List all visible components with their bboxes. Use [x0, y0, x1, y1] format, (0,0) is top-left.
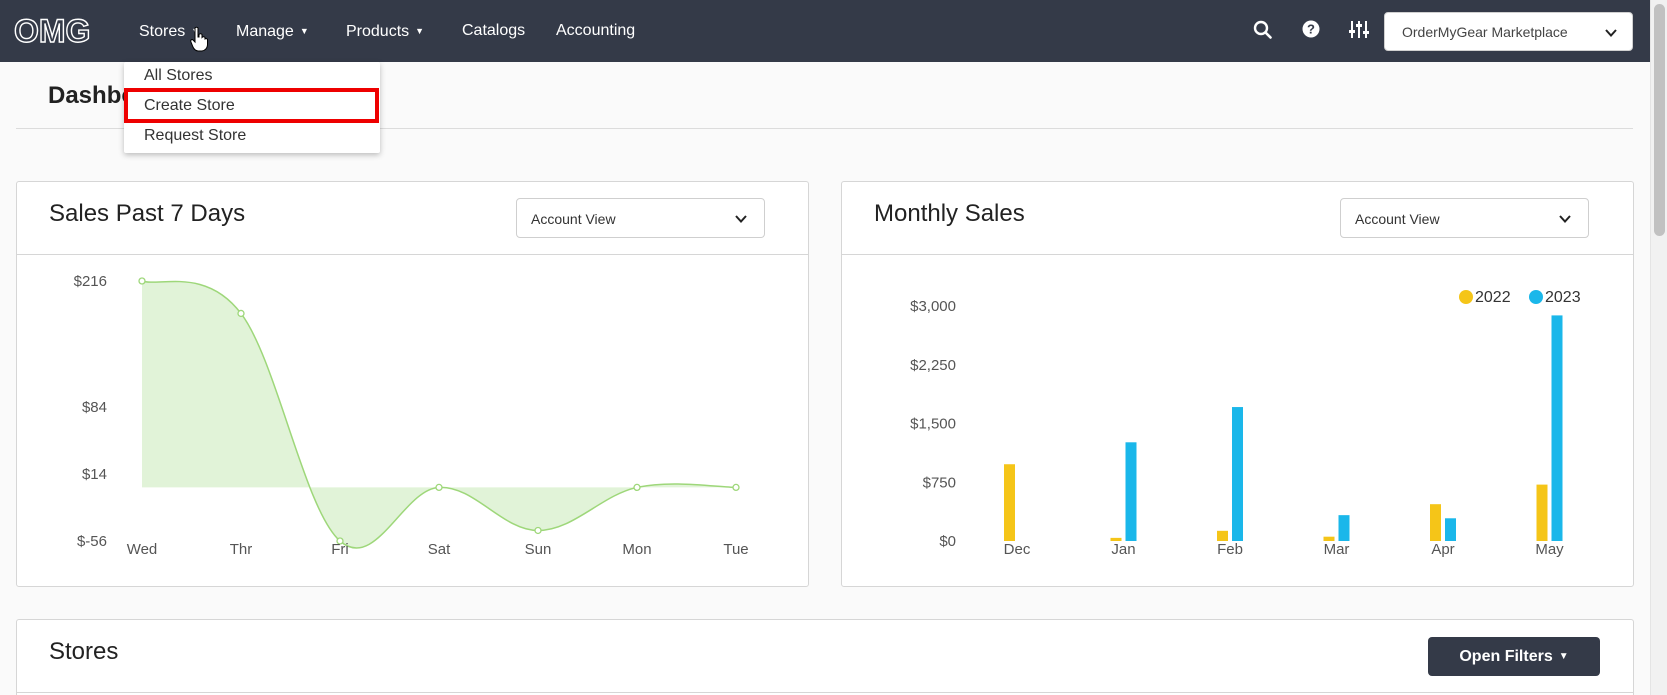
- stores-card-header: Stores: [17, 620, 1633, 693]
- monthly-bar-chart: $0 $750 $1,500 $2,250 $3,000 Dec Jan Feb Mar Apr M…: [910, 289, 1581, 558]
- bar-2023-feb[interactable]: [1232, 407, 1243, 541]
- bar-2022-apr[interactable]: [1430, 504, 1441, 541]
- x-tick-label: Wed: [127, 541, 158, 558]
- help-icon[interactable]: ?: [1300, 19, 1322, 41]
- area-fill: [142, 281, 736, 549]
- top-navbar: OMG Stores ▼ Manage ▼ Products ▼ Catalogs A…: [0, 0, 1650, 62]
- data-point-sat[interactable]: [435, 483, 443, 492]
- menu-item-create-store[interactable]: Create Store: [144, 97, 235, 114]
- data-point-tue[interactable]: [732, 483, 740, 492]
- y-tick-label: $14: [82, 466, 107, 483]
- bar-2022-mar[interactable]: [1323, 536, 1335, 541]
- sales-view-select[interactable]: Account View: [516, 198, 765, 238]
- stores-card-title: Stores: [49, 638, 119, 665]
- legend-label-2023[interactable]: 2023: [1545, 289, 1581, 306]
- sales-card-header: Sales Past 7 Days Account View: [17, 182, 808, 255]
- title-divider: [16, 128, 1633, 129]
- legend-swatch-2023: [1529, 290, 1543, 304]
- x-tick-label: Sun: [525, 541, 552, 558]
- y-tick-label: $84: [82, 399, 107, 416]
- chevron-down-icon: [1605, 29, 1617, 37]
- nav-catalogs-label: Catalogs: [462, 22, 526, 39]
- chevron-down-icon: [735, 215, 747, 223]
- sales-area-chart: $216 $84 $14 $-56 Wed Thr Fri Sat Sun Mon Tue: [74, 273, 749, 558]
- menu-item-all-stores[interactable]: All Stores: [144, 67, 213, 84]
- x-tick-label: Mon: [622, 541, 651, 558]
- chevron-down-icon: [1559, 215, 1571, 223]
- nav-stores-label: Stores: [139, 23, 186, 40]
- legend-label-2022[interactable]: 2022: [1475, 289, 1511, 306]
- bar-2022-may[interactable]: [1536, 484, 1548, 541]
- monthly-card-title: Monthly Sales: [874, 200, 1025, 227]
- bar-2023-jan[interactable]: [1125, 442, 1137, 541]
- organization-select[interactable]: OrderMyGear Marketplace: [1384, 12, 1633, 51]
- monthly-view-select[interactable]: Account View: [1340, 198, 1589, 238]
- y-tick-label: $1,500: [910, 416, 956, 433]
- x-tick-label: Dec: [1004, 541, 1031, 558]
- data-point-fri[interactable]: [336, 537, 344, 545]
- monthly-view-select-value: Account View: [1355, 211, 1440, 227]
- x-tick-label: Sat: [428, 541, 451, 558]
- hand-cursor-icon: [190, 26, 208, 52]
- search-icon[interactable]: [1252, 19, 1274, 41]
- nav-manage-label: Manage: [236, 23, 294, 40]
- bar-2023-apr[interactable]: [1445, 518, 1456, 541]
- menu-item-request-store[interactable]: Request Store: [144, 127, 247, 144]
- sales-card-title: Sales Past 7 Days: [49, 200, 246, 227]
- y-tick-label: $0: [939, 533, 956, 550]
- open-filters-label: Open Filters: [1459, 648, 1553, 665]
- sales-past-7-days-card: Sales Past 7 Days Account View $216 $84 $1…: [16, 181, 809, 587]
- legend-swatch-2022: [1459, 290, 1473, 304]
- x-tick-label: Mar: [1324, 541, 1350, 558]
- scrollbar-thumb[interactable]: [1654, 4, 1665, 236]
- y-tick-label: $-56: [77, 533, 107, 550]
- caret-down-icon: ▼: [299, 26, 309, 36]
- vertical-scrollbar[interactable]: [1650, 0, 1667, 695]
- svg-text:?: ?: [1307, 22, 1315, 37]
- x-tick-label: May: [1535, 541, 1564, 558]
- bar-2022-feb[interactable]: [1217, 530, 1228, 541]
- bar-2022-dec[interactable]: [1004, 464, 1015, 541]
- nav-products[interactable]: Products ▼: [346, 0, 424, 62]
- nav-accounting-label: Accounting: [556, 22, 636, 39]
- data-point-mon[interactable]: [633, 483, 641, 492]
- data-point-wed[interactable]: [138, 277, 146, 285]
- bar-2023-mar[interactable]: [1338, 515, 1350, 541]
- monthly-sales-card: Monthly Sales Account View $0 $750 $1,500 $…: [841, 181, 1634, 587]
- sales-view-select-value: Account View: [531, 211, 616, 227]
- nav-catalogs[interactable]: Catalogs: [462, 0, 525, 62]
- caret-down-icon: ▼: [415, 26, 425, 36]
- y-tick-label: $3,000: [910, 298, 956, 315]
- data-point-sun[interactable]: [534, 526, 542, 535]
- x-tick-label: Tue: [723, 541, 748, 558]
- organization-select-value: OrderMyGear Marketplace: [1402, 24, 1568, 40]
- nav-manage[interactable]: Manage ▼: [236, 0, 309, 62]
- open-filters-button[interactable]: Open Filters ▼: [1428, 637, 1600, 676]
- x-tick-label: Thr: [230, 541, 253, 558]
- stores-dropdown-menu: All Stores Create Store Request Store: [124, 62, 380, 153]
- x-tick-label: Feb: [1217, 541, 1243, 558]
- nav-products-label: Products: [346, 23, 410, 40]
- y-tick-label: $750: [923, 474, 956, 491]
- x-tick-label: Fri: [331, 541, 349, 558]
- sliders-icon[interactable]: [1348, 19, 1370, 41]
- bar-2023-may[interactable]: [1551, 315, 1563, 541]
- x-tick-label: Jan: [1111, 541, 1135, 558]
- y-tick-label: $2,250: [910, 357, 956, 374]
- bar-2022-jan[interactable]: [1110, 537, 1122, 541]
- data-point-thr[interactable]: [237, 309, 245, 318]
- omg-logo[interactable]: OMG: [14, 14, 110, 48]
- y-tick-label: $216: [74, 273, 107, 290]
- x-tick-label: Apr: [1431, 541, 1454, 558]
- svg-text:OMG: OMG: [14, 14, 90, 48]
- stores-card: Stores: [16, 619, 1634, 695]
- monthly-card-header: Monthly Sales Account View: [842, 182, 1633, 255]
- chevron-down-icon: ▼: [1558, 651, 1569, 662]
- nav-accounting[interactable]: Accounting: [556, 0, 635, 62]
